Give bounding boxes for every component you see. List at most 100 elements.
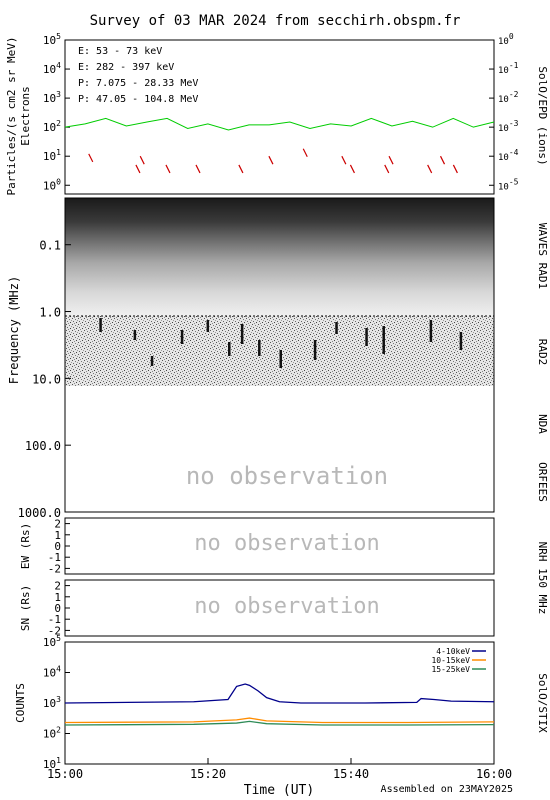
particles-y-ticks: 100 10-5 101 10-4 102 10-3 103 10-2 104 10-1 105 10… bbox=[43, 32, 519, 192]
stix-ytick-label: 104 bbox=[43, 665, 61, 680]
rad2-bursts bbox=[99, 318, 463, 368]
radio-burst-mark bbox=[279, 350, 282, 368]
radio-ytick-label: 1.0 bbox=[39, 306, 61, 320]
nrh-ytick-label: 0 bbox=[54, 602, 61, 615]
particles-ytick-label: 105 bbox=[43, 32, 61, 47]
series-mark-electrons-high bbox=[349, 164, 355, 174]
stix-series-line-2 bbox=[64, 717, 495, 724]
radio-ytick-label: 1000.0 bbox=[18, 506, 61, 520]
nrh-ytick-label: -2 bbox=[48, 624, 61, 637]
nrh-label: NRH 150 MHz bbox=[536, 542, 549, 615]
band-label-nda: NDA bbox=[536, 414, 549, 434]
time-tick-label: 15:00 bbox=[47, 767, 83, 781]
radio-ytick-label: 0.1 bbox=[39, 239, 61, 253]
band-label-rad2: RAD2 bbox=[536, 339, 549, 366]
series-mark-electrons-high bbox=[135, 164, 141, 174]
nrh-ytick-label: 1 bbox=[54, 591, 61, 604]
stix-series-line-1 bbox=[64, 683, 495, 704]
nrh-ytick-label: -1 bbox=[48, 551, 61, 564]
radio-burst-mark bbox=[335, 322, 338, 334]
sn-ylabel: SN (Rs) bbox=[19, 585, 32, 631]
ew-ylabel: EW (Rs) bbox=[19, 523, 32, 569]
stix-ytick-label: 102 bbox=[43, 726, 61, 741]
radio-burst-mark bbox=[228, 342, 231, 356]
figure-title: Survey of 03 MAR 2024 from secchirh.obsp… bbox=[90, 13, 461, 29]
series-mark-electrons-high bbox=[427, 164, 433, 174]
particles-y2tick-label: 10-1 bbox=[498, 61, 519, 76]
frequency-ylabel: Frequency (MHz) bbox=[7, 276, 21, 384]
radio-burst-mark bbox=[258, 340, 261, 356]
legend-electrons-high: E: 282 - 397 keV bbox=[78, 62, 174, 73]
particles-ylabel: Particles/(s cm2 sr MeV) bbox=[5, 37, 18, 196]
radio-panel: 0.1 1.0 10.0 100.0 1000.0 no observation Fre… bbox=[7, 197, 549, 520]
radio-ytick-label: 100.0 bbox=[25, 439, 61, 453]
stix-ytick-label: 101 bbox=[43, 756, 61, 771]
nrh-ytick-label: -1 bbox=[48, 613, 61, 626]
radio-burst-mark bbox=[313, 340, 317, 360]
stix-label: SolO/STIX bbox=[536, 673, 549, 733]
nrh-ytick-label: 2 bbox=[54, 580, 61, 593]
stix-ytick-label: 103 bbox=[43, 695, 61, 710]
series-mark-electrons-high bbox=[165, 164, 171, 174]
nrh-sn-y-ticks: 210-1-2 bbox=[48, 580, 70, 637]
radio-burst-mark bbox=[365, 328, 368, 346]
nrh-ew-y-ticks: 210-1-2 bbox=[48, 518, 70, 575]
radio-burst-mark bbox=[382, 326, 385, 354]
time-axis-ticks: 15:00 15:20 15:40 16:00 bbox=[47, 758, 512, 781]
stix-legend-1: 4-10keV bbox=[436, 647, 470, 656]
stix-legend-3: 15-25keV bbox=[431, 665, 470, 674]
particles-ytick-label: 103 bbox=[43, 90, 61, 105]
series-line-electrons-low bbox=[64, 117, 495, 131]
series-mark-electrons-high bbox=[238, 164, 244, 174]
counts-ylabel: COUNTS bbox=[14, 683, 27, 723]
band-label-orfees: ORFEES bbox=[536, 462, 549, 502]
stix-frame bbox=[64, 641, 495, 765]
nrh-sn-frame bbox=[64, 579, 495, 637]
particles-y2tick-label: 10-4 bbox=[498, 148, 519, 163]
series-mark-electrons-high bbox=[341, 155, 347, 165]
radio-burst-mark bbox=[180, 330, 184, 344]
particles-y2tick-label: 10-2 bbox=[498, 90, 519, 105]
particles-series bbox=[64, 117, 495, 174]
nrh-ew-no-observation: no observation bbox=[194, 531, 379, 556]
time-tick-label: 16:00 bbox=[476, 767, 512, 781]
series-mark-electrons-high bbox=[139, 155, 145, 165]
waves-rad1-spectrum bbox=[65, 198, 494, 316]
stix-ytick-label: 105 bbox=[43, 634, 61, 649]
radio-burst-mark bbox=[240, 324, 244, 344]
nrh-ew-panel: 210-1-2 no observation EW (Rs) NRH 150 M… bbox=[19, 517, 549, 615]
time-axis-label: Time (UT) bbox=[244, 783, 314, 798]
particles-y2tick-label: 100 bbox=[498, 32, 514, 47]
radio-no-observation: no observation bbox=[186, 462, 388, 490]
particles-ytick-label: 102 bbox=[43, 119, 61, 134]
band-label-rad1: WAVES RAD1 bbox=[536, 223, 549, 289]
legend-protons-low: P: 7.075 - 28.33 MeV bbox=[78, 78, 198, 89]
series-mark-electrons-high bbox=[388, 155, 394, 165]
series-mark-electrons-high bbox=[268, 155, 274, 165]
radio-burst-mark bbox=[459, 332, 463, 350]
stix-panel: 101 102 103 104 105 4-10keV 10-15keV 15-25ke… bbox=[14, 634, 549, 771]
nrh-sn-no-observation: no observation bbox=[194, 594, 379, 619]
particles-panel: 100 10-5 101 10-4 102 10-3 103 10-2 104 10-1 105 10… bbox=[5, 32, 549, 195]
radio-burst-mark bbox=[99, 318, 102, 332]
particles-y2tick-label: 10-5 bbox=[498, 177, 519, 192]
radio-burst-mark bbox=[206, 320, 210, 332]
particles-y2tick-label: 10-3 bbox=[498, 119, 519, 134]
assembled-footer: Assembled on 23MAY2025 bbox=[381, 784, 513, 795]
nrh-ew-frame bbox=[64, 517, 495, 575]
stix-series bbox=[64, 683, 495, 726]
particles-ylabel-electrons: Electrons bbox=[19, 86, 32, 146]
radio-burst-mark bbox=[150, 356, 154, 366]
series-mark-electrons-high bbox=[439, 155, 446, 165]
series-mark-electrons-high bbox=[302, 148, 308, 158]
radio-burst-mark bbox=[133, 330, 137, 340]
time-tick-label: 15:20 bbox=[190, 767, 226, 781]
particles-frame bbox=[64, 39, 495, 195]
stix-series-line-3 bbox=[64, 720, 495, 726]
series-mark-electrons-high bbox=[88, 153, 94, 163]
nrh-ytick-label: 2 bbox=[54, 518, 61, 531]
nrh-ytick-label: 0 bbox=[54, 540, 61, 553]
nrh-ytick-label: 1 bbox=[54, 529, 61, 542]
time-tick-label: 15:40 bbox=[333, 767, 369, 781]
